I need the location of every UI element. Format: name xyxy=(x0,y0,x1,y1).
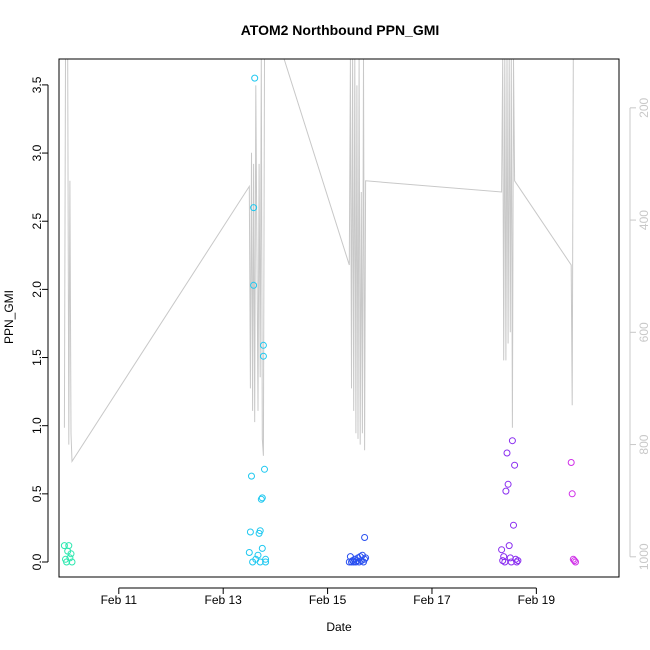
x-tick-label: Feb 11 xyxy=(101,593,138,607)
data-point xyxy=(502,487,510,495)
y-tick-label: 3.5 xyxy=(30,76,44,93)
points-layer xyxy=(60,74,579,566)
data-point xyxy=(511,461,519,469)
y-tick-label: 1.5 xyxy=(30,349,44,366)
y-tick-label: 0.5 xyxy=(30,485,44,502)
data-point xyxy=(498,546,506,554)
x-tick-label: Feb 19 xyxy=(518,593,556,607)
data-point xyxy=(261,465,268,473)
data-point xyxy=(254,551,262,559)
axes-layer: 0.0 0.5 1.0 1.5 2.0 2.5 3.0 3.5 Feb 11 Feb 13 Feb … xyxy=(30,76,650,607)
data-point xyxy=(362,554,370,562)
data-point xyxy=(503,449,511,457)
data-point xyxy=(60,542,68,550)
data-point xyxy=(248,472,255,480)
data-point xyxy=(67,550,75,558)
chart-title: ATOM2 Northbound PPN_GMI xyxy=(241,22,440,38)
data-point xyxy=(570,557,578,565)
y-tick-label: 2.5 xyxy=(30,213,44,230)
y-tick-label: 2.0 xyxy=(30,281,44,298)
y2-tick-label: 600 xyxy=(637,322,650,342)
data-point xyxy=(508,437,516,445)
data-point xyxy=(258,544,266,552)
y-tick-label: 1.0 xyxy=(30,417,44,434)
data-point xyxy=(567,459,575,466)
data-point xyxy=(258,494,266,502)
data-point xyxy=(513,558,521,566)
data-point xyxy=(259,341,267,349)
data-point xyxy=(361,534,369,541)
data-point xyxy=(256,527,264,535)
x-axis-label: Date xyxy=(326,620,352,634)
x-tick-label: Feb 15 xyxy=(309,593,347,607)
data-point xyxy=(256,558,264,566)
data-point xyxy=(259,352,267,360)
depth-line-layer xyxy=(63,59,574,464)
data-point xyxy=(514,557,522,565)
y2-tick-label: 200 xyxy=(637,97,650,117)
data-point xyxy=(246,528,254,536)
data-point xyxy=(68,558,76,566)
data-point xyxy=(250,281,258,289)
data-point xyxy=(505,542,513,550)
y2-tick-label: 400 xyxy=(637,210,650,230)
data-point xyxy=(257,495,265,503)
y-axis-label: PPN_GMI xyxy=(2,290,16,344)
data-point xyxy=(504,480,512,488)
data-point xyxy=(361,555,369,563)
data-point xyxy=(568,490,576,498)
data-point xyxy=(250,204,258,212)
x-tick-label: Feb 17 xyxy=(413,593,451,607)
plot-frame xyxy=(58,58,620,578)
y2-tick-label: 800 xyxy=(637,434,650,454)
data-point xyxy=(65,542,73,550)
x-tick-label: Feb 13 xyxy=(205,593,243,607)
depth-line xyxy=(63,59,574,464)
data-point xyxy=(245,549,253,556)
data-point xyxy=(262,558,270,566)
y2-tick-label: 1000 xyxy=(637,543,650,570)
data-point xyxy=(66,554,74,562)
y-tick-label: 0.0 xyxy=(30,553,44,570)
y-tick-label: 3.0 xyxy=(30,144,44,161)
data-point xyxy=(510,521,517,529)
data-point xyxy=(572,558,579,566)
data-point xyxy=(251,74,259,82)
data-point xyxy=(262,555,270,563)
